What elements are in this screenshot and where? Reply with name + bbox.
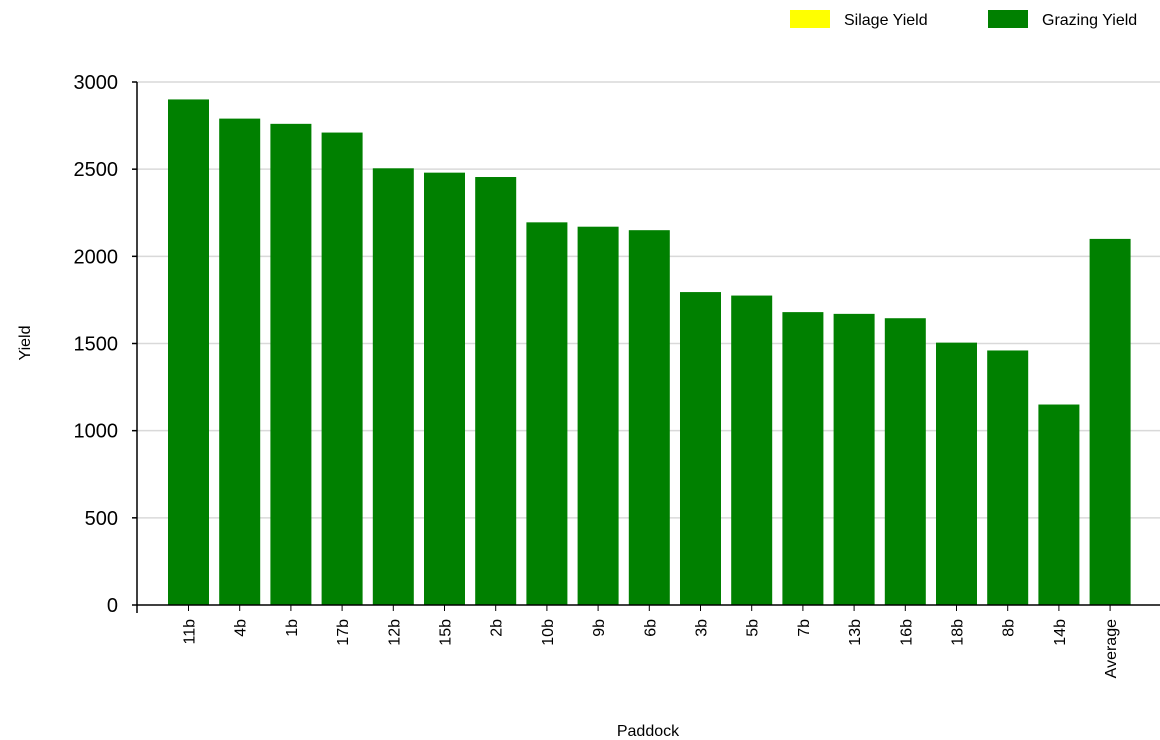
bar-grazing-yield bbox=[1038, 405, 1079, 605]
bar-grazing-yield bbox=[731, 296, 772, 605]
x-tick-label: 3b bbox=[694, 619, 711, 637]
x-tick-label: 10b bbox=[540, 619, 557, 646]
x-tick-label: 8b bbox=[1001, 619, 1018, 637]
bar-grazing-yield bbox=[526, 222, 567, 605]
bar-grazing-yield bbox=[834, 314, 875, 605]
bar-grazing-yield bbox=[1090, 239, 1131, 605]
x-tick-label: 4b bbox=[233, 619, 250, 637]
legend-label: Grazing Yield bbox=[1042, 12, 1137, 29]
y-tick-label: 3000 bbox=[74, 72, 119, 94]
x-tick-label: 12b bbox=[386, 619, 403, 646]
x-tick-label: Average bbox=[1103, 619, 1120, 678]
x-tick-label: 18b bbox=[950, 619, 967, 646]
x-tick-label: 5b bbox=[745, 619, 762, 637]
bar-grazing-yield bbox=[936, 343, 977, 605]
bar-grazing-yield bbox=[373, 168, 414, 605]
y-tick-labels: 0 500 1000 1500 2000 2500 3000 bbox=[74, 72, 119, 617]
x-axis-title: Paddock bbox=[617, 723, 680, 740]
bar-grazing-yield bbox=[270, 124, 311, 605]
x-tick-label: 16b bbox=[898, 619, 915, 646]
legend-label: Silage Yield bbox=[844, 12, 928, 29]
legend-swatch bbox=[790, 10, 830, 28]
x-tick-label: 17b bbox=[335, 619, 352, 646]
x-tick-label: 6b bbox=[642, 619, 659, 637]
x-tick-label: 1b bbox=[284, 619, 301, 637]
bar-grazing-yield bbox=[168, 99, 209, 605]
y-tick-label: 0 bbox=[107, 595, 118, 617]
legend: Silage Yield Grazing Yield bbox=[790, 10, 1137, 29]
y-tick-label: 500 bbox=[85, 508, 118, 530]
x-tick-labels: 11b 4b 1b 17b 12b 15b 2b 10b 9b 6b 3b 5b 7b 13b 16b 18b… bbox=[182, 619, 1121, 678]
x-tick-label: 15b bbox=[438, 619, 455, 646]
x-tick-label: 13b bbox=[847, 619, 864, 646]
y-axis-title: Yield bbox=[17, 326, 34, 361]
bar-grazing-yield bbox=[782, 312, 823, 605]
x-tick-label: 11b bbox=[182, 619, 199, 645]
y-tick-label: 2500 bbox=[74, 159, 119, 181]
bar-grazing-yield bbox=[885, 318, 926, 605]
bar-grazing-yield bbox=[219, 119, 260, 605]
legend-item-grazing-yield: Grazing Yield bbox=[988, 10, 1137, 29]
y-tick-label: 2000 bbox=[74, 246, 119, 268]
bar-grazing-yield bbox=[475, 177, 516, 605]
x-tick-label: 7b bbox=[796, 619, 813, 637]
bars bbox=[168, 99, 1131, 605]
legend-swatch bbox=[988, 10, 1028, 28]
bar-grazing-yield bbox=[987, 350, 1028, 605]
y-tick-label: 1000 bbox=[74, 421, 119, 443]
bar-grazing-yield bbox=[629, 230, 670, 605]
bar-grazing-yield bbox=[680, 292, 721, 605]
x-tick-label: 14b bbox=[1052, 619, 1069, 646]
x-tick-label: 9b bbox=[591, 619, 608, 637]
legend-item-silage-yield: Silage Yield bbox=[790, 10, 928, 29]
y-tick-label: 1500 bbox=[74, 334, 119, 356]
x-tick-label: 2b bbox=[489, 619, 506, 637]
bar-grazing-yield bbox=[424, 173, 465, 605]
bar-grazing-yield bbox=[322, 133, 363, 605]
bar-grazing-yield bbox=[578, 227, 619, 605]
